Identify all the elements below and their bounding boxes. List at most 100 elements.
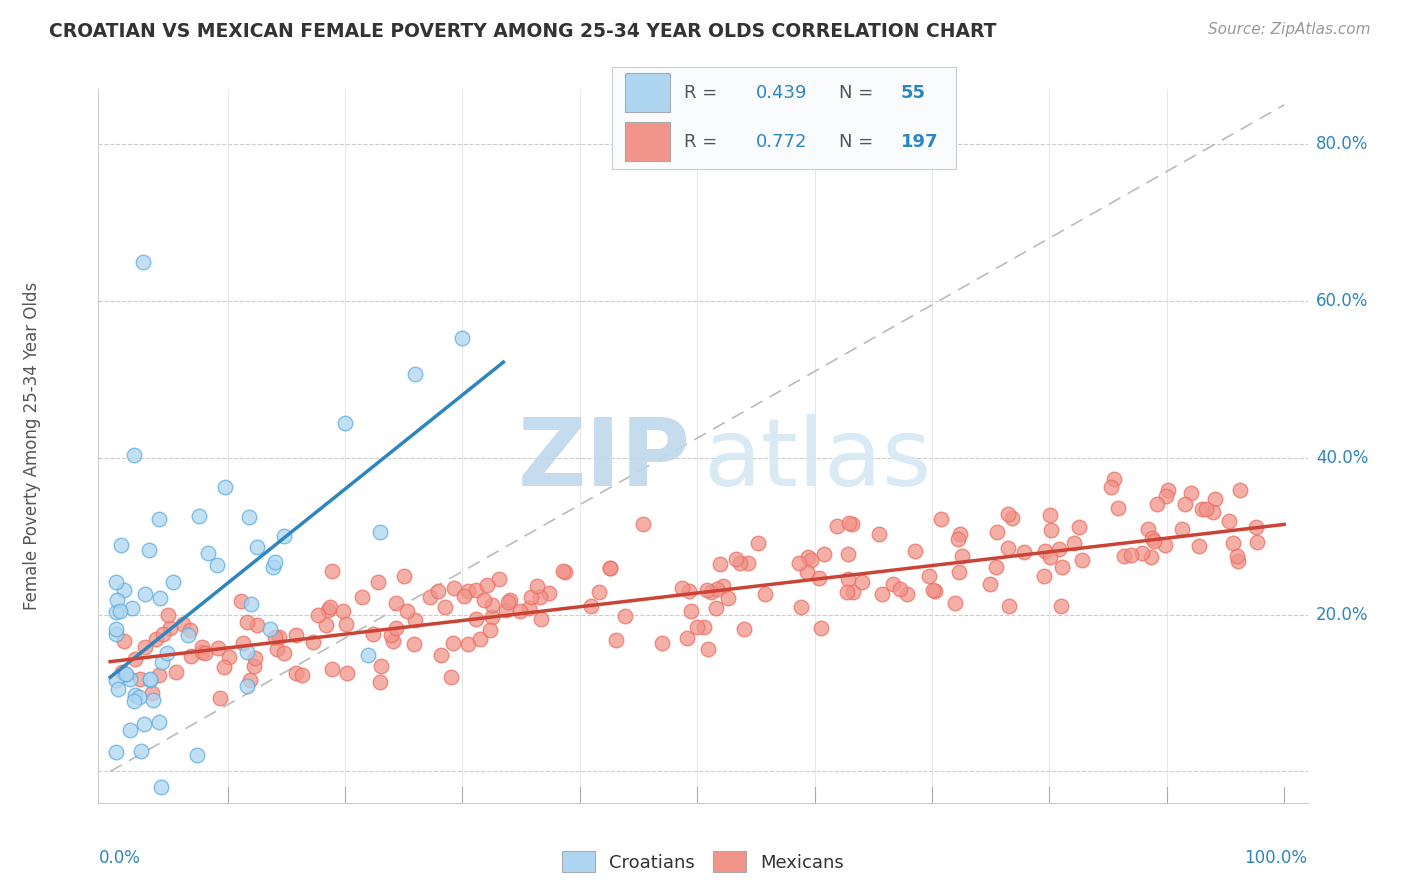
Point [157,608,180,623]
Point [380,628,402,642]
Point [800,552,823,566]
Point [478,623,501,637]
Point [132,254,155,268]
Text: Source: ZipAtlas.com: Source: ZipAtlas.com [1208,22,1371,37]
Point [148,715,170,730]
Point [605,633,627,648]
Point [368,524,391,539]
Point [868,527,890,541]
Point [465,582,488,597]
Point [443,582,465,596]
Point [430,648,453,662]
Point [273,529,295,543]
Point [1202,505,1225,519]
Point [110,537,132,551]
Point [724,552,747,566]
Point [554,565,576,579]
Point [291,668,314,682]
Point [179,623,201,637]
Point [273,646,295,660]
Point [1154,538,1177,552]
Point [156,647,179,661]
Point [105,593,128,607]
Text: 20.0%: 20.0% [1316,606,1368,624]
Point [188,508,211,523]
Text: R =: R = [683,133,723,151]
Point [509,604,531,618]
Point [239,673,262,688]
Point [538,586,561,600]
Point [246,540,269,554]
Point [796,565,818,579]
Point [737,556,759,570]
Point [754,587,776,601]
Point [105,622,128,636]
Point [1137,522,1160,536]
Point [361,627,384,641]
Point [212,660,235,674]
Point [129,744,152,758]
Point [434,600,457,615]
Point [194,647,217,661]
Point [599,561,621,575]
Point [315,617,337,632]
Point [841,517,863,532]
Point [139,673,162,687]
Point [1180,486,1202,500]
Point [134,587,156,601]
Point [1140,531,1163,545]
Point [588,585,610,599]
Point [1067,520,1090,534]
Bar [626,73,671,112]
Point [699,585,721,599]
Point [177,628,200,642]
Point [128,672,150,686]
Point [706,582,728,597]
Point [148,668,170,682]
Point [1156,483,1178,497]
Point [145,632,167,646]
Point [266,641,288,656]
Point [367,574,389,589]
Point [209,690,232,705]
Point [838,516,860,530]
Point [207,641,229,656]
Point [141,686,163,700]
Point [678,584,700,599]
Point [332,603,354,617]
Point [717,591,740,605]
Point [105,745,128,759]
Point [105,605,128,619]
Point [246,618,269,632]
Point [114,667,136,681]
Point [481,609,503,624]
Point [870,586,893,600]
Point [499,592,522,607]
Point [837,585,859,599]
Point [952,549,974,563]
Point [122,694,145,708]
Point [671,581,693,595]
Point [1191,502,1213,516]
Point [1226,549,1249,564]
Point [1033,543,1056,558]
Point [319,599,342,614]
Point [336,665,359,680]
Point [191,645,214,659]
Point [105,574,128,589]
Point [186,748,208,763]
Point [150,656,173,670]
Point [370,658,392,673]
Point [259,622,281,636]
Point [457,584,479,599]
Text: CROATIAN VS MEXICAN FEMALE POVERTY AMONG 25-34 YEAR OLDS CORRELATION CHART: CROATIAN VS MEXICAN FEMALE POVERTY AMONG… [49,22,997,41]
Point [889,582,911,596]
Point [419,590,441,604]
Point [790,600,813,615]
Point [633,517,655,532]
Point [599,561,621,575]
Point [1047,541,1070,556]
Point [495,602,517,616]
Point [837,572,859,586]
Point [997,507,1019,521]
